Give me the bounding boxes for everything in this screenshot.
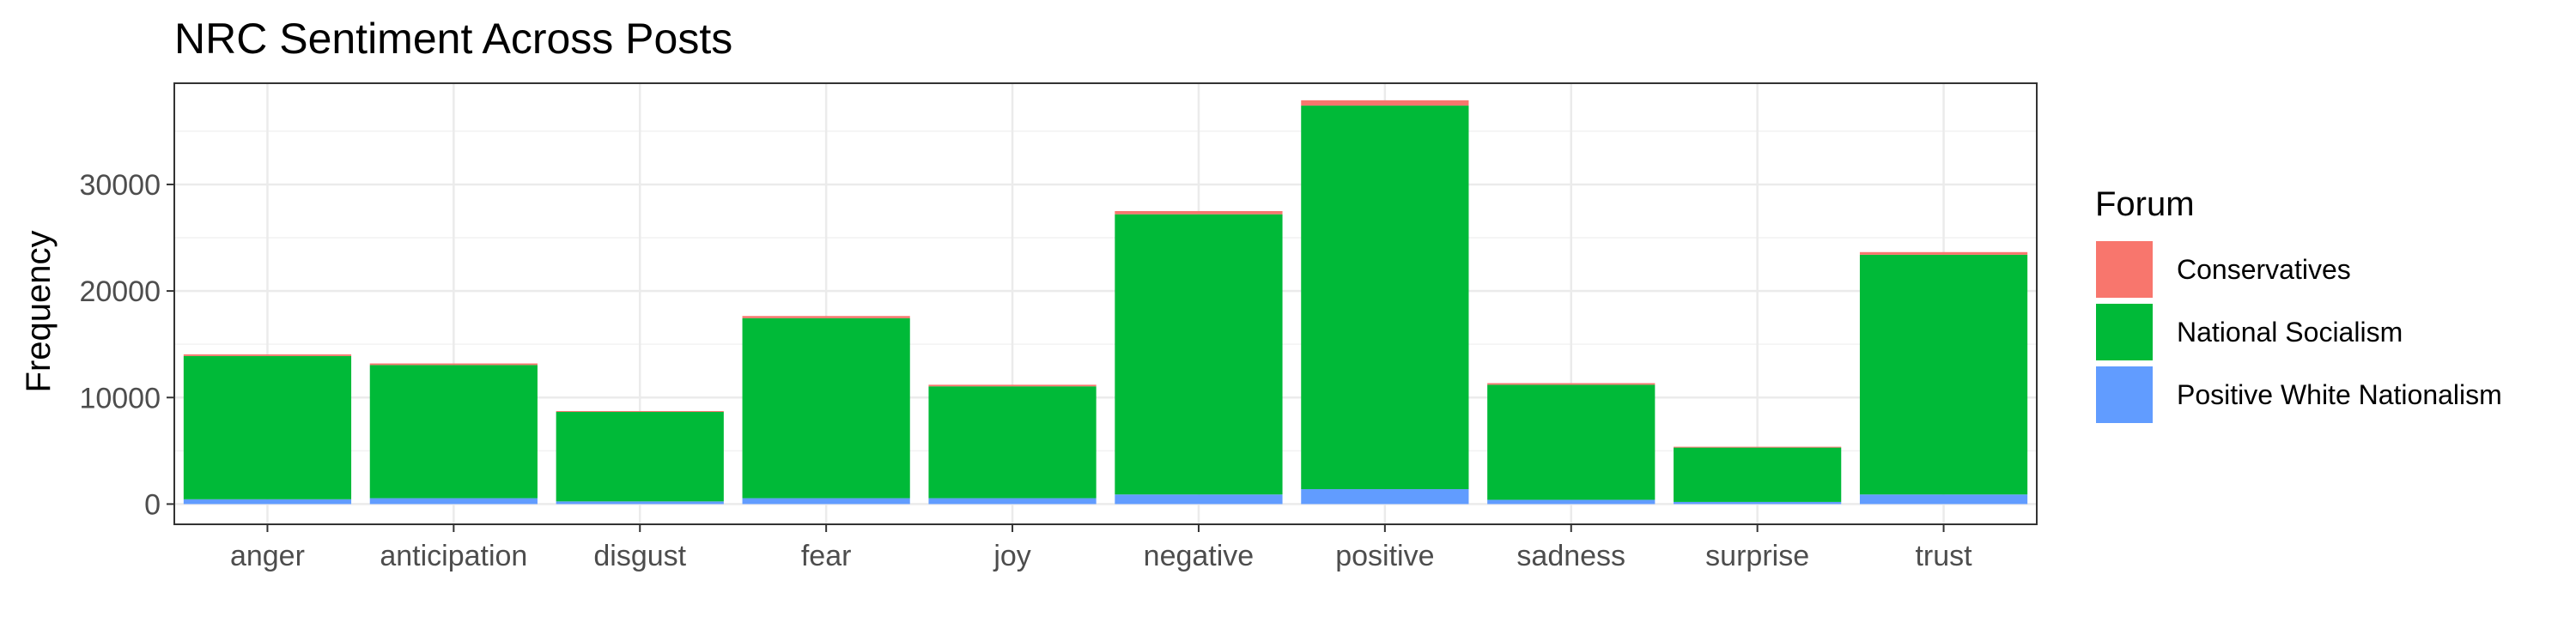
y-axis-title: Frequency xyxy=(20,231,58,393)
bar-negative-conservatives xyxy=(1115,210,1283,215)
bar-disgust-conservatives xyxy=(556,411,724,413)
bar-fear-positive-white-nationalism xyxy=(742,498,910,505)
bar-fear-national-socialism xyxy=(742,318,910,499)
bar-anger-national-socialism xyxy=(183,355,352,499)
legend-label-conservatives: Conservatives xyxy=(2177,254,2351,285)
bar-negative-national-socialism xyxy=(1115,214,1283,495)
bar-joy-conservatives xyxy=(928,384,1097,387)
x-axis: anger anticipation disgust fear joy negative p… xyxy=(230,524,1972,572)
bar-trust-positive-white-nationalism xyxy=(1859,494,2028,505)
bar-joy-national-socialism xyxy=(928,386,1097,499)
bar-surprise-national-socialism xyxy=(1674,447,1842,502)
chart-title: NRC Sentiment Across Posts xyxy=(174,15,732,63)
x-tick-label: fear xyxy=(801,540,852,572)
legend-label-positive-white-nationalism: Positive White Nationalism xyxy=(2177,379,2502,410)
bar-positive-positive-white-nationalism xyxy=(1301,489,1469,505)
legend-label-national-socialism: National Socialism xyxy=(2177,317,2403,348)
legend-key-conservatives xyxy=(2096,241,2153,298)
legend-title: Forum xyxy=(2095,185,2195,223)
bar-positive-conservatives xyxy=(1301,100,1469,106)
bar-positive-national-socialism xyxy=(1301,106,1469,490)
bar-trust-conservatives xyxy=(1859,251,2028,255)
bar-trust-national-socialism xyxy=(1859,254,2028,495)
plot-area xyxy=(173,82,2038,525)
x-tick-label: trust xyxy=(1915,540,1972,572)
y-axis: 0 10000 20000 30000 xyxy=(79,169,174,521)
bar-sadness-positive-white-nationalism xyxy=(1487,499,1656,505)
bar-joy-positive-white-nationalism xyxy=(928,498,1097,505)
legend-key-national-socialism xyxy=(2096,304,2153,360)
bar-fear-conservatives xyxy=(742,316,910,318)
y-tick-label: 30000 xyxy=(79,169,161,202)
bar-anger-conservatives xyxy=(183,354,352,356)
y-tick-label: 10000 xyxy=(79,382,161,414)
x-tick-label: anticipation xyxy=(380,540,527,572)
bars xyxy=(183,100,2028,505)
x-tick-label: joy xyxy=(993,540,1030,572)
bar-negative-positive-white-nationalism xyxy=(1115,494,1283,505)
bar-disgust-national-socialism xyxy=(556,412,724,502)
bar-surprise-conservatives xyxy=(1674,446,1842,448)
x-tick-label: anger xyxy=(230,540,305,572)
bar-anticipation-conservatives xyxy=(369,363,538,366)
bar-surprise-positive-white-nationalism xyxy=(1674,501,1842,505)
legend-key-positive-white-nationalism xyxy=(2096,366,2153,423)
plot-border xyxy=(173,82,2038,525)
legend: Forum Conservatives National Socialism Pos… xyxy=(2095,185,2502,423)
x-tick-label: surprise xyxy=(1705,540,1809,572)
bar-disgust-positive-white-nationalism xyxy=(556,501,724,505)
bar-sadness-national-socialism xyxy=(1487,384,1656,500)
x-tick-label: disgust xyxy=(593,540,686,572)
bar-anger-positive-white-nationalism xyxy=(183,499,352,505)
y-tick-label: 0 xyxy=(144,488,161,521)
y-tick-label: 20000 xyxy=(79,275,161,308)
bar-sadness-conservatives xyxy=(1487,383,1656,385)
bar-anticipation-positive-white-nationalism xyxy=(369,498,538,505)
x-tick-label: negative xyxy=(1144,540,1255,572)
x-tick-label: sadness xyxy=(1516,540,1625,572)
x-tick-label: positive xyxy=(1335,540,1434,572)
bar-anticipation-national-socialism xyxy=(369,365,538,499)
